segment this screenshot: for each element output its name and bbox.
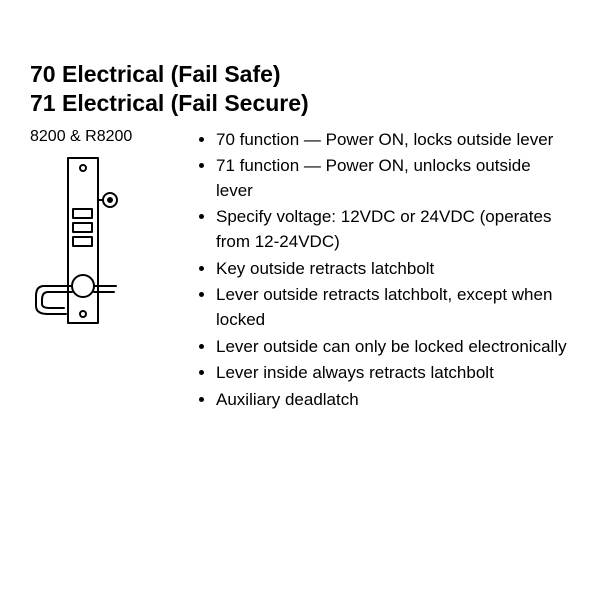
spec-page: 70 Electrical (Fail Safe) 71 Electrical …: [0, 0, 600, 445]
list-item: 70 function — Power ON, locks outside le…: [216, 128, 570, 153]
right-column: 70 function — Power ON, locks outside le…: [198, 128, 570, 415]
list-item: Specify voltage: 12VDC or 24VDC (operate…: [216, 205, 570, 254]
list-item: Lever outside can only be locked electro…: [216, 335, 570, 360]
list-item: Key outside retracts latchbolt: [216, 257, 570, 282]
lock-diagram: [30, 154, 180, 369]
list-item: 71 function — Power ON, unlocks outside …: [216, 154, 570, 203]
title-line-1: 70 Electrical (Fail Safe): [30, 61, 281, 87]
list-item: Lever inside always retracts latchbolt: [216, 361, 570, 386]
list-item: Lever outside retracts latchbolt, except…: [216, 283, 570, 332]
feature-list: 70 function — Power ON, locks outside le…: [198, 128, 570, 413]
model-number: 8200 & R8200: [30, 128, 180, 146]
lock-svg-icon: [30, 154, 140, 364]
title-line-2: 71 Electrical (Fail Secure): [30, 90, 309, 116]
list-item: Auxiliary deadlatch: [216, 388, 570, 413]
section-title: 70 Electrical (Fail Safe) 71 Electrical …: [30, 60, 570, 118]
content-row: 8200 & R8200: [30, 128, 570, 415]
left-column: 8200 & R8200: [30, 128, 180, 369]
